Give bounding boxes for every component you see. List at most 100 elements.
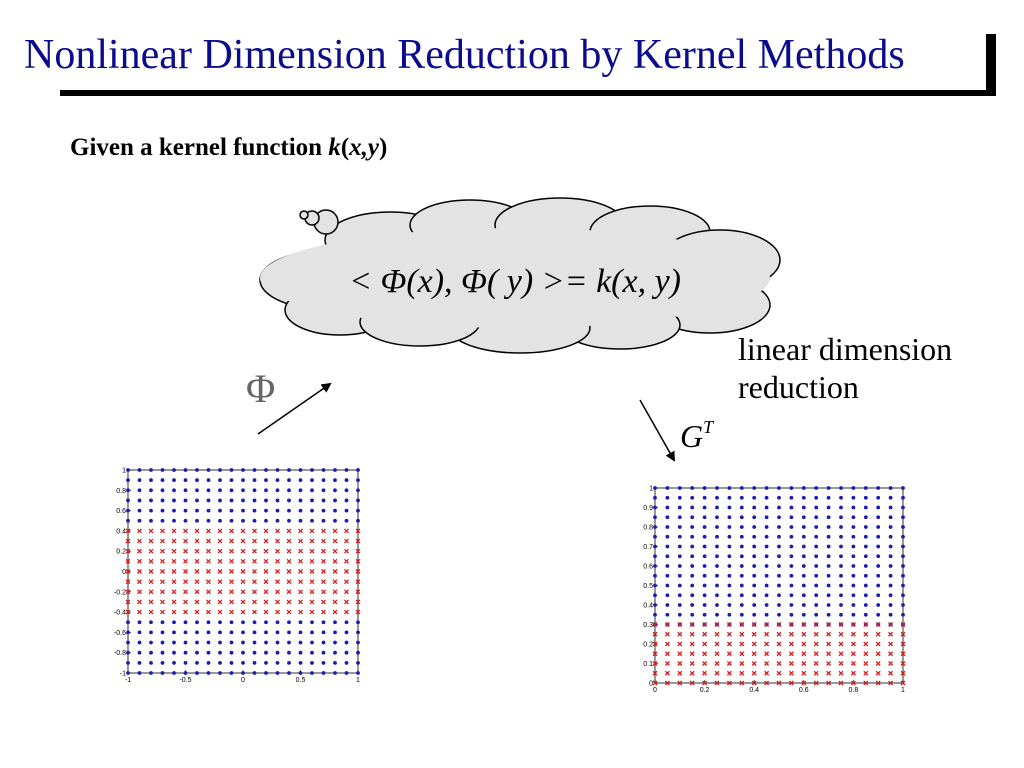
data-point-dot [702,583,707,588]
data-point-x [801,641,807,647]
data-point-dot [764,603,769,607]
data-point-dot [310,660,314,665]
data-point-dot [149,488,153,493]
data-point-x [355,569,361,574]
data-point-dot [149,498,153,503]
data-point-x [900,651,906,657]
data-point-dot [876,554,881,559]
data-point-x [286,569,292,574]
data-point-x [194,538,200,544]
phi-symbol: Φ [246,366,275,411]
data-point-dot [310,650,314,655]
data-point-dot [826,564,831,568]
data-point-dot [702,505,707,510]
data-point-x [726,651,732,657]
data-point-x [344,609,349,615]
data-point-dot [264,650,268,655]
data-point-dot [183,660,188,665]
data-point-x [739,631,745,637]
data-point-dot [252,498,257,503]
data-point-dot [777,495,781,500]
data-point-dot [752,515,757,520]
y-tick-label: 0.2 [116,549,126,556]
data-point-x [776,661,782,666]
data-point-dot [321,660,326,665]
data-point-dot [126,518,130,523]
data-point-dot [764,583,769,588]
data-point-x [160,589,165,595]
data-point-x [194,579,200,585]
data-point-dot [839,612,843,617]
data-point-dot [789,573,794,578]
data-point-x [263,548,269,554]
data-point-x [875,631,881,637]
data-point-x [125,589,131,595]
data-point-x [217,558,223,564]
data-point-dot [863,583,868,588]
data-point-x [689,651,695,657]
data-point-x [206,589,211,595]
data-point-x [900,631,906,637]
data-point-x [813,631,819,637]
data-point-dot [229,660,234,665]
data-point-x [298,558,303,564]
data-point-dot [863,554,868,559]
data-point-dot [764,534,769,539]
data-point-dot [298,488,303,493]
data-point-dot [183,478,188,483]
data-point-dot [715,544,719,549]
data-point-dot [275,508,280,513]
data-point-x [332,579,338,585]
data-point-x [664,622,670,627]
data-point-dot [814,534,819,539]
data-point-dot [715,505,719,510]
data-point-dot [287,488,291,493]
x-tick-label: 0 [653,687,657,694]
data-point-dot [715,534,719,539]
data-point-dot [739,505,744,510]
data-point-dot [801,612,806,617]
data-point-x [900,680,906,686]
data-point-x [875,670,881,676]
data-point-dot [690,603,695,607]
data-point-dot [264,630,268,635]
data-point-dot [727,554,732,559]
data-point-dot [851,495,856,500]
data-point-dot [333,468,337,472]
data-point-x [125,528,131,534]
data-point-x [652,641,658,647]
data-point-dot [839,603,843,607]
data-point-x [826,661,832,666]
data-point-dot [901,564,905,568]
data-point-dot [241,488,245,493]
data-point-dot [241,660,245,665]
data-point-dot [739,534,744,539]
data-point-dot [356,650,360,655]
data-point-dot [888,593,893,598]
data-point-x [739,651,745,657]
data-point-dot [752,564,757,568]
data-point-x [321,528,326,534]
data-point-x [309,528,315,534]
data-point-dot [727,603,732,607]
y-tick-label: 0.6 [116,508,126,515]
data-point-dot [298,478,303,483]
y-tick-label: 0.4 [643,603,653,610]
data-point-x [702,631,708,637]
y-tick-label: 1 [649,486,653,493]
data-point-dot [814,564,819,568]
data-point-x [137,528,142,534]
data-point-dot [752,525,757,529]
data-point-dot [715,573,719,578]
data-point-dot [310,498,314,503]
data-point-x [229,589,234,595]
scatter-plot-right: 0 0.2 0.4 0.6 0.8 1 0 0.1 0.2 0.3 0.4 0.5 0.6 0.7 0.8 0… [643,486,906,694]
data-point-dot [137,620,142,625]
data-point-x [206,609,211,615]
data-point-dot [275,478,280,483]
data-point-dot [183,498,188,503]
data-point-dot [344,508,349,513]
data-point-dot [275,518,280,523]
data-point-dot [851,564,856,568]
data-point-dot [195,488,199,493]
